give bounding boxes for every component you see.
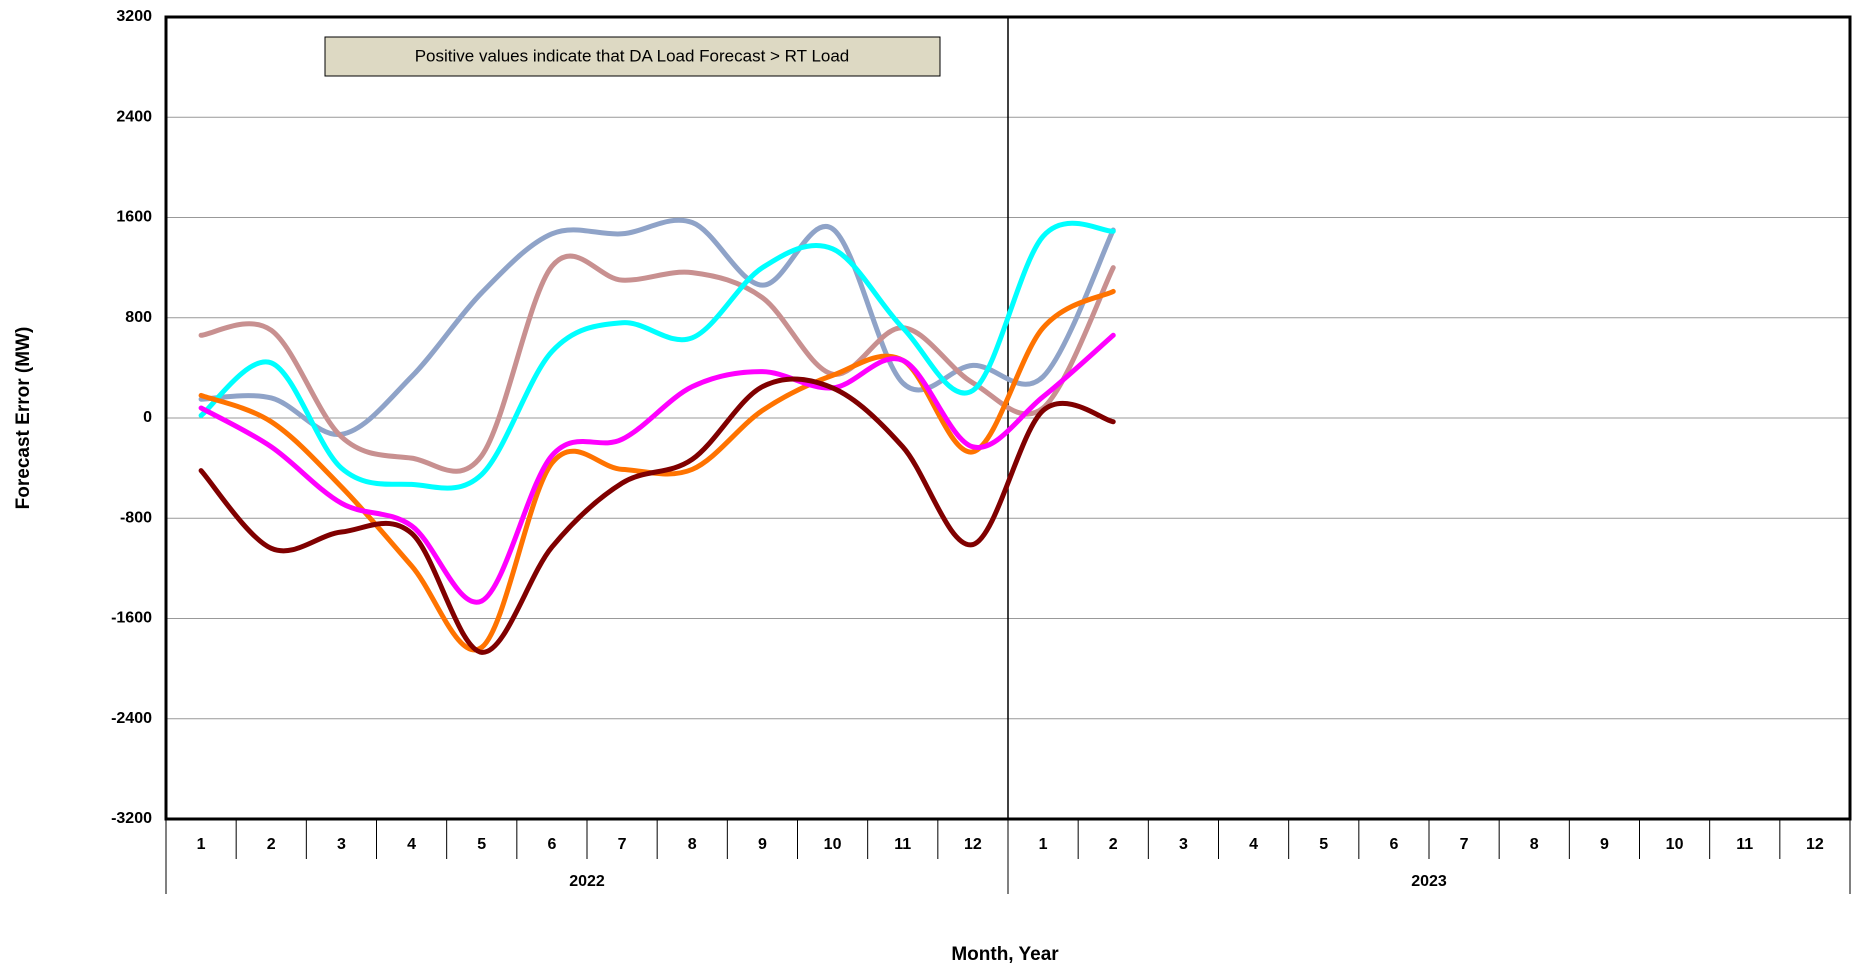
annotation-box bbox=[324, 36, 941, 77]
x-tick-label: 5 bbox=[1319, 836, 1328, 853]
x-tick-label: 2 bbox=[1109, 836, 1118, 853]
series-line bbox=[198, 332, 1116, 605]
x-tick-label: 4 bbox=[1249, 836, 1258, 853]
x-tick-label: 10 bbox=[824, 836, 842, 853]
x-tick-label: 1 bbox=[1039, 836, 1048, 853]
x-tick-label: 3 bbox=[337, 836, 346, 853]
x-tick-label: 8 bbox=[1530, 836, 1539, 853]
x-tick-label: 6 bbox=[547, 836, 556, 853]
x-tick-label: 1 bbox=[197, 836, 206, 853]
x-tick-label: 3 bbox=[1179, 836, 1188, 853]
x-tick-label: 4 bbox=[407, 836, 416, 853]
x-tick-label: 7 bbox=[618, 836, 627, 853]
series-line bbox=[198, 217, 1116, 437]
x-axis-title: Month, Year bbox=[951, 944, 1059, 965]
series-line bbox=[198, 376, 1116, 655]
x-tick-label: 2 bbox=[267, 836, 276, 853]
y-axis-title: Forecast Error (MW) bbox=[13, 327, 34, 510]
y-tick-label: 0 bbox=[143, 409, 152, 426]
x-tick-label: 5 bbox=[477, 836, 486, 853]
y-tick-label: -1600 bbox=[111, 610, 152, 627]
x-tick-label: 9 bbox=[758, 836, 767, 853]
x-tick-label: 7 bbox=[1460, 836, 1469, 853]
y-tick-label: 3200 bbox=[116, 8, 152, 25]
y-tick-label: -800 bbox=[120, 509, 152, 526]
plot-frame bbox=[164, 15, 1852, 821]
y-tick-label: 2400 bbox=[116, 108, 152, 125]
x-tick-label: 6 bbox=[1389, 836, 1398, 853]
series-line bbox=[198, 220, 1116, 491]
x-tick-label: 10 bbox=[1666, 836, 1684, 853]
y-tick-label: 1600 bbox=[116, 209, 152, 226]
annotation: Positive values indicate that DA Load Fo… bbox=[415, 46, 850, 65]
y-tick-label: -2400 bbox=[111, 710, 152, 727]
x-tick-label: 11 bbox=[894, 836, 911, 853]
x-tick-label: 12 bbox=[964, 836, 982, 853]
y-tick-label: -3200 bbox=[111, 810, 152, 827]
x-tick-label: 11 bbox=[1736, 836, 1753, 853]
x-group-label: 2023 bbox=[1411, 873, 1447, 890]
y-tick-label: 800 bbox=[125, 309, 152, 326]
x-tick-label: 9 bbox=[1600, 836, 1609, 853]
series-line bbox=[198, 253, 1116, 474]
x-tick-label: 12 bbox=[1806, 836, 1824, 853]
x-tick-label: 8 bbox=[688, 836, 697, 853]
x-group-label: 2022 bbox=[569, 873, 605, 890]
